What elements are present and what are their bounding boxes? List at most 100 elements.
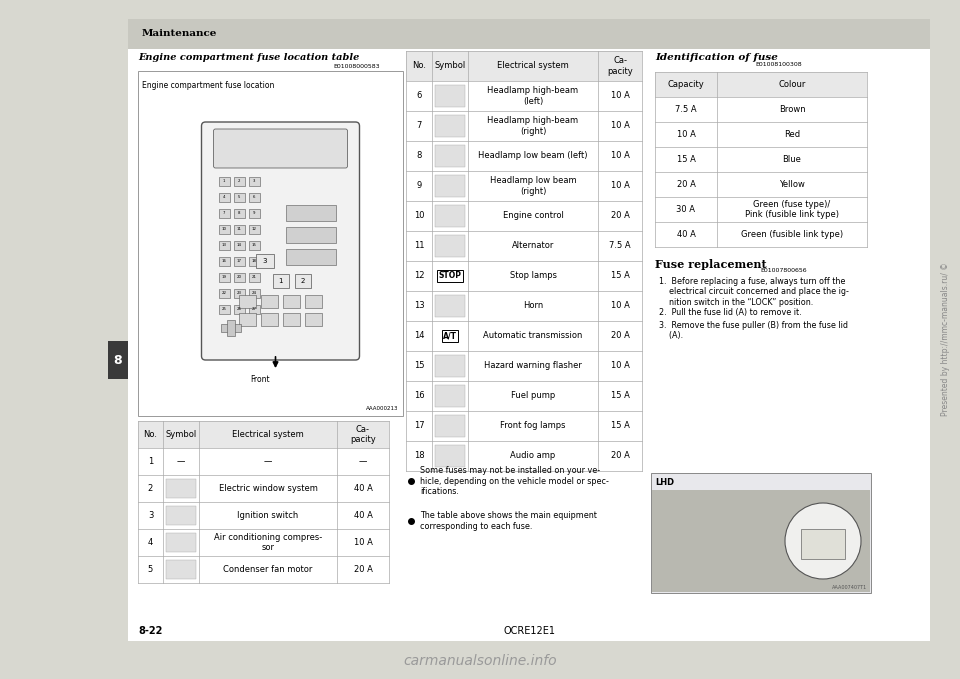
Bar xyxy=(233,305,245,314)
Bar xyxy=(435,175,465,197)
Text: 20: 20 xyxy=(236,276,242,280)
Bar xyxy=(406,441,642,471)
Text: 25: 25 xyxy=(222,308,227,312)
Text: 3: 3 xyxy=(262,258,267,264)
Bar xyxy=(233,193,245,202)
Text: 10 A: 10 A xyxy=(611,122,630,130)
Text: E01008000583: E01008000583 xyxy=(333,64,379,69)
Text: 5: 5 xyxy=(238,196,240,200)
Text: 15: 15 xyxy=(414,361,424,371)
Text: Headlamp low beam
(right): Headlamp low beam (right) xyxy=(490,177,576,196)
Bar xyxy=(219,289,229,298)
Bar xyxy=(406,411,642,441)
Text: A/T: A/T xyxy=(443,331,457,340)
Bar xyxy=(652,490,870,592)
Text: Ca-
pacity: Ca- pacity xyxy=(607,56,633,75)
Text: 23: 23 xyxy=(236,291,242,295)
Bar xyxy=(138,529,389,556)
Text: 14: 14 xyxy=(414,331,424,340)
Text: 21: 21 xyxy=(252,276,256,280)
Text: Air conditioning compres-
sor: Air conditioning compres- sor xyxy=(214,533,323,552)
Text: Stop lamps: Stop lamps xyxy=(510,272,557,280)
Bar xyxy=(166,506,196,525)
Bar xyxy=(435,445,465,467)
Text: 10 A: 10 A xyxy=(677,130,695,139)
Text: 11: 11 xyxy=(236,227,242,232)
Bar xyxy=(166,560,196,579)
Text: Headlamp high-beam
(left): Headlamp high-beam (left) xyxy=(488,86,579,106)
Text: No.: No. xyxy=(412,62,426,71)
Text: Blue: Blue xyxy=(782,155,802,164)
Text: 15 A: 15 A xyxy=(611,392,630,401)
Text: 24: 24 xyxy=(252,291,256,295)
Text: Front fog lamps: Front fog lamps xyxy=(500,422,565,430)
Bar xyxy=(166,479,196,498)
Bar xyxy=(260,295,277,308)
Text: 7.5 A: 7.5 A xyxy=(610,242,631,251)
Text: 3: 3 xyxy=(148,511,154,520)
Text: Headlamp high-beam
(right): Headlamp high-beam (right) xyxy=(488,116,579,136)
Bar xyxy=(435,85,465,107)
Text: 1.  Before replacing a fuse, always turn off the
    electrical circuit concerne: 1. Before replacing a fuse, always turn … xyxy=(659,277,849,307)
Bar xyxy=(249,193,259,202)
Text: No.: No. xyxy=(143,430,157,439)
Bar xyxy=(260,313,277,326)
Bar xyxy=(406,141,642,171)
Bar xyxy=(233,273,245,282)
Bar xyxy=(233,257,245,266)
Text: Electric window system: Electric window system xyxy=(219,484,318,493)
Text: Front: Front xyxy=(251,375,270,384)
Bar xyxy=(249,177,259,186)
Text: 9: 9 xyxy=(417,181,421,191)
Bar xyxy=(801,529,845,559)
Text: STOP: STOP xyxy=(439,272,462,280)
Text: 13: 13 xyxy=(414,301,424,310)
Bar xyxy=(227,320,234,336)
Text: 6: 6 xyxy=(252,196,255,200)
Bar xyxy=(219,241,229,250)
Text: Alternator: Alternator xyxy=(512,242,554,251)
Text: 15 A: 15 A xyxy=(611,272,630,280)
Bar xyxy=(233,209,245,218)
Bar xyxy=(655,197,867,222)
Bar xyxy=(435,415,465,437)
Bar xyxy=(655,222,867,247)
Text: Red: Red xyxy=(784,130,800,139)
Text: Hazard warning flasher: Hazard warning flasher xyxy=(484,361,582,371)
Text: Identification of fuse: Identification of fuse xyxy=(655,54,778,62)
Bar xyxy=(219,305,229,314)
Text: 10: 10 xyxy=(222,227,227,232)
Text: 15: 15 xyxy=(252,244,256,248)
Text: 10 A: 10 A xyxy=(353,538,372,547)
Bar xyxy=(295,274,310,288)
Text: 22: 22 xyxy=(222,291,227,295)
Text: Headlamp low beam (left): Headlamp low beam (left) xyxy=(478,151,588,160)
Text: 20 A: 20 A xyxy=(611,452,630,460)
Text: 2: 2 xyxy=(238,179,240,183)
Text: —: — xyxy=(359,457,367,466)
Text: 20 A: 20 A xyxy=(677,180,695,189)
Bar xyxy=(249,257,259,266)
Text: 12: 12 xyxy=(414,272,424,280)
Text: AAA000213: AAA000213 xyxy=(366,406,398,411)
Bar xyxy=(406,51,642,81)
Text: 20 A: 20 A xyxy=(611,331,630,340)
Bar xyxy=(655,122,867,147)
Text: The table above shows the main equipment
corresponding to each fuse.: The table above shows the main equipment… xyxy=(420,511,597,531)
Bar xyxy=(219,209,229,218)
Bar xyxy=(651,473,871,593)
Text: 18: 18 xyxy=(414,452,424,460)
Text: Capacity: Capacity xyxy=(667,80,705,89)
Bar xyxy=(406,171,642,201)
Bar xyxy=(304,295,322,308)
Text: 7: 7 xyxy=(417,122,421,130)
Text: Maintenance: Maintenance xyxy=(142,29,217,39)
Bar xyxy=(406,201,642,231)
Text: 16: 16 xyxy=(222,259,227,263)
Bar xyxy=(406,231,642,261)
Text: 18: 18 xyxy=(252,259,256,263)
Bar xyxy=(219,193,229,202)
Text: 15 A: 15 A xyxy=(677,155,695,164)
Text: 30 A: 30 A xyxy=(677,205,695,214)
Text: 10: 10 xyxy=(414,211,424,221)
